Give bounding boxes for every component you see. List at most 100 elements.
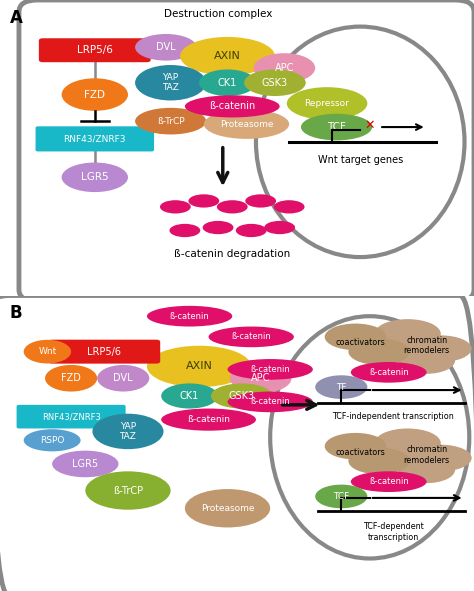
Ellipse shape: [301, 113, 372, 141]
Text: B: B: [9, 304, 22, 322]
Ellipse shape: [188, 194, 219, 207]
Ellipse shape: [348, 448, 410, 474]
Ellipse shape: [203, 221, 234, 234]
Text: DVL: DVL: [156, 43, 176, 52]
Ellipse shape: [217, 200, 247, 213]
Ellipse shape: [398, 347, 455, 374]
Text: ß-catenin: ß-catenin: [187, 415, 230, 424]
Ellipse shape: [244, 70, 306, 96]
Ellipse shape: [97, 365, 149, 392]
Text: GSK3: GSK3: [228, 391, 255, 401]
Text: TCF-independent transcription: TCF-independent transcription: [333, 412, 454, 421]
Text: APC: APC: [251, 374, 270, 383]
Text: ß-catenin degradation: ß-catenin degradation: [174, 249, 291, 259]
Text: AXIN: AXIN: [186, 362, 212, 371]
FancyBboxPatch shape: [48, 340, 160, 363]
Ellipse shape: [274, 200, 304, 213]
Text: A: A: [9, 9, 22, 27]
Ellipse shape: [45, 365, 97, 392]
Text: Wnt target genes: Wnt target genes: [318, 155, 403, 164]
Ellipse shape: [62, 79, 128, 111]
Text: CK1: CK1: [180, 391, 199, 401]
Ellipse shape: [52, 450, 118, 478]
Text: ß-catenin: ß-catenin: [369, 368, 409, 377]
Text: FZD: FZD: [61, 374, 81, 383]
Ellipse shape: [254, 53, 315, 83]
Ellipse shape: [170, 224, 200, 237]
Ellipse shape: [230, 363, 292, 393]
Text: AXIN: AXIN: [214, 51, 241, 61]
Text: ß-catenin: ß-catenin: [250, 397, 290, 407]
FancyBboxPatch shape: [39, 38, 151, 62]
Ellipse shape: [24, 340, 71, 363]
Text: LRP5/6: LRP5/6: [77, 46, 113, 55]
Text: ß-TrCP: ß-TrCP: [113, 486, 143, 495]
Text: RSPO: RSPO: [40, 436, 64, 445]
FancyBboxPatch shape: [17, 405, 126, 428]
Ellipse shape: [185, 489, 270, 527]
Ellipse shape: [180, 37, 275, 75]
Ellipse shape: [185, 95, 280, 118]
Ellipse shape: [236, 224, 266, 237]
Ellipse shape: [374, 319, 441, 349]
Ellipse shape: [92, 414, 164, 449]
Ellipse shape: [351, 472, 427, 492]
Text: CK1: CK1: [218, 78, 237, 87]
Text: GSK3: GSK3: [262, 78, 288, 87]
Text: coactivators: coactivators: [336, 447, 385, 457]
Ellipse shape: [62, 163, 128, 192]
Ellipse shape: [147, 306, 232, 326]
Ellipse shape: [228, 391, 313, 413]
Ellipse shape: [135, 65, 206, 100]
Ellipse shape: [228, 359, 313, 380]
Text: RNF43/ZNRF3: RNF43/ZNRF3: [42, 412, 100, 421]
Text: ß-catenin: ß-catenin: [369, 477, 409, 486]
Ellipse shape: [315, 485, 367, 508]
Ellipse shape: [410, 445, 472, 472]
Ellipse shape: [147, 346, 251, 387]
Ellipse shape: [160, 200, 191, 213]
Text: ß-catenin: ß-catenin: [250, 365, 290, 374]
Text: Proteasome: Proteasome: [220, 119, 273, 129]
Text: coactivators: coactivators: [336, 338, 385, 348]
Text: APC: APC: [275, 63, 294, 73]
Text: FZD: FZD: [84, 90, 105, 99]
Ellipse shape: [246, 194, 276, 207]
Ellipse shape: [209, 326, 294, 348]
Text: LGR5: LGR5: [81, 173, 109, 182]
Ellipse shape: [135, 34, 197, 61]
Ellipse shape: [348, 338, 410, 365]
Ellipse shape: [24, 429, 81, 452]
Text: YAP
TAZ: YAP TAZ: [162, 73, 179, 92]
Ellipse shape: [374, 428, 441, 458]
Text: TCF-dependent
transcription: TCF-dependent transcription: [363, 522, 424, 541]
Text: LGR5: LGR5: [72, 459, 99, 469]
Text: TCF: TCF: [333, 492, 349, 501]
Text: Wnt: Wnt: [38, 347, 56, 356]
Text: LRP5/6: LRP5/6: [87, 347, 121, 356]
Text: RNF43/ZNRF3: RNF43/ZNRF3: [64, 134, 126, 144]
Ellipse shape: [264, 221, 295, 234]
Text: Repressor: Repressor: [305, 99, 349, 108]
FancyBboxPatch shape: [36, 126, 154, 151]
Ellipse shape: [85, 472, 171, 509]
Text: ß-catenin: ß-catenin: [170, 311, 210, 321]
Ellipse shape: [211, 384, 273, 408]
Text: ß-catenin: ß-catenin: [209, 102, 255, 111]
Ellipse shape: [135, 108, 206, 135]
Text: ß-TrCP: ß-TrCP: [157, 116, 184, 126]
Ellipse shape: [287, 87, 367, 119]
Text: chromatin
remodelers: chromatin remodelers: [403, 446, 450, 465]
Ellipse shape: [351, 362, 427, 383]
Text: Proteasome: Proteasome: [201, 504, 254, 513]
Ellipse shape: [204, 109, 289, 139]
Text: ✕: ✕: [365, 119, 375, 132]
Text: TCF: TCF: [327, 122, 346, 132]
Ellipse shape: [410, 336, 472, 362]
Ellipse shape: [199, 70, 256, 96]
Ellipse shape: [161, 408, 256, 431]
Text: chromatin
remodelers: chromatin remodelers: [403, 336, 450, 355]
Text: Destruction complex: Destruction complex: [164, 9, 272, 19]
Ellipse shape: [315, 375, 367, 399]
Text: TF: TF: [336, 382, 346, 392]
